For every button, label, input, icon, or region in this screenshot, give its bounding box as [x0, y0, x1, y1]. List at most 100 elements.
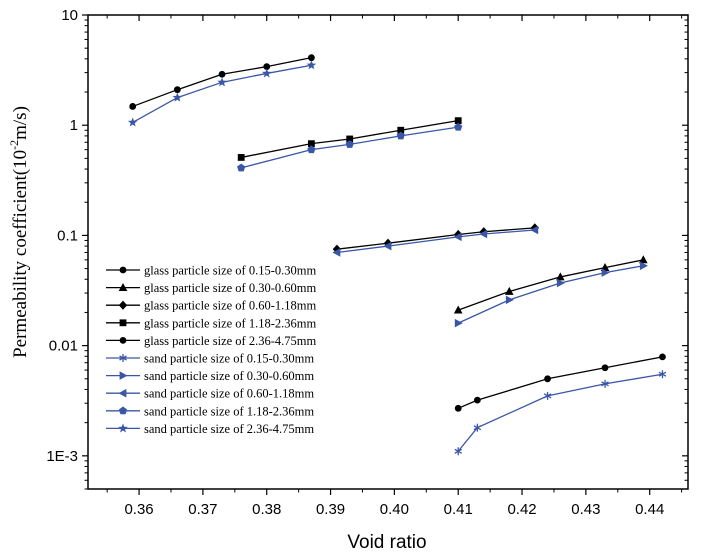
legend-marker [119, 337, 127, 344]
legend-marker [118, 388, 127, 398]
data-point [346, 135, 354, 143]
legend-marker [119, 319, 127, 327]
x-axis-title: Void ratio [347, 532, 426, 553]
legend-label: sand particle size of 0.15-0.30mm [144, 352, 314, 366]
data-point [556, 278, 565, 288]
series-line [336, 229, 535, 254]
series-10 [127, 60, 317, 127]
legend-marker [119, 371, 128, 380]
data-point [453, 232, 462, 242]
legend-item: glass particle size of 0.15-0.30mm [106, 264, 316, 278]
y-axis-title-main: Permeability coefficient(10 [10, 150, 31, 358]
legend-marker [118, 283, 128, 291]
data-point [218, 70, 226, 78]
legend-label: sand particle size of 2.36-4.75mm [144, 422, 314, 436]
data-point [127, 117, 138, 127]
legend-item: sand particle size of 0.30-0.60mm [106, 369, 314, 383]
legend-item: glass particle size of 2.36-4.75mm [106, 334, 316, 348]
series-line [457, 373, 663, 452]
y-axis-title-unit: m/s) [10, 106, 31, 140]
data-point [556, 272, 565, 281]
legend-marker [119, 354, 127, 362]
x-tick-label: 0.39 [316, 501, 345, 518]
legend-item: sand particle size of 1.18-2.36mm [106, 404, 314, 418]
x-tick-label: 0.44 [635, 501, 664, 518]
legend-label: sand particle size of 0.30-0.60mm [144, 369, 314, 383]
data-point [237, 163, 246, 172]
legend-marker [118, 423, 128, 433]
data-point [454, 404, 462, 412]
y-tick-label: 0.01 [49, 338, 78, 355]
data-point [306, 60, 317, 70]
series-5 [129, 54, 315, 110]
y-tick-label: 1E-3 [46, 448, 78, 465]
data-point [217, 77, 227, 87]
series-8 [332, 225, 539, 257]
x-tick-label: 0.42 [507, 501, 536, 518]
legend-label: glass particle size of 0.30-0.60mm [144, 281, 316, 295]
data-point [505, 295, 514, 305]
legend-item: sand particle size of 2.36-4.75mm [106, 422, 314, 436]
y-tick-label: 10 [61, 7, 78, 24]
x-tick-label: 0.41 [444, 501, 473, 518]
series-1 [454, 353, 666, 412]
data-point [261, 68, 272, 78]
legend-item: sand particle size of 0.15-0.30mm [106, 352, 314, 366]
x-tick-label: 0.43 [571, 501, 600, 518]
legend-label: glass particle size of 2.36-4.75mm [144, 334, 316, 348]
data-point [479, 229, 488, 239]
data-point [530, 225, 539, 235]
series-line [336, 227, 535, 250]
data-point [454, 447, 463, 456]
data-point [172, 92, 183, 102]
data-point [454, 122, 463, 131]
series-line [457, 259, 644, 311]
data-point [173, 86, 181, 94]
data-point [473, 423, 482, 432]
y-tick-label: 0.1 [57, 227, 78, 244]
data-point [454, 117, 462, 125]
legend-item: glass particle size of 1.18-2.36mm [106, 316, 316, 330]
data-point [504, 286, 514, 295]
legend-item: glass particle size of 0.30-0.60mm [106, 281, 316, 295]
legend-marker [118, 300, 128, 310]
legend-label: glass particle size of 0.60-1.18mm [144, 299, 316, 313]
legend-label: sand particle size of 0.60-1.18mm [144, 387, 314, 401]
y-axis-title-superscript: -2 [7, 140, 21, 150]
series-6 [454, 370, 667, 456]
series-line [457, 265, 644, 324]
series-7 [454, 261, 648, 328]
data-point [397, 126, 405, 134]
series-layer [127, 54, 667, 456]
data-point [453, 305, 463, 314]
data-point [308, 140, 315, 148]
data-point [543, 391, 552, 400]
data-point [237, 154, 245, 161]
x-tick-label: 0.36 [124, 501, 153, 518]
legend-label: glass particle size of 0.15-0.30mm [144, 264, 316, 278]
legend-label: glass particle size of 1.18-2.36mm [144, 316, 316, 330]
y-axis: 1E-3 0.01 0.1 1 10 [46, 7, 688, 490]
data-point [639, 261, 648, 271]
data-point [332, 248, 341, 257]
data-point [473, 396, 481, 404]
data-point [658, 370, 667, 379]
data-point [601, 364, 609, 372]
data-point [601, 268, 610, 277]
data-point [307, 145, 316, 154]
data-point [544, 375, 551, 383]
series-9 [237, 122, 463, 172]
data-point [383, 241, 392, 251]
y-tick-label: 1 [70, 117, 78, 134]
data-point [639, 255, 648, 264]
legend-item: glass particle size of 0.60-1.18mm [106, 299, 316, 313]
legend-marker [119, 266, 127, 274]
data-point [308, 54, 315, 62]
x-tick-label: 0.38 [252, 501, 281, 518]
x-tick-label: 0.40 [380, 501, 409, 518]
data-point [659, 353, 666, 361]
data-point [601, 379, 609, 388]
data-point [345, 140, 354, 148]
legend-label: sand particle size of 1.18-2.36mm [144, 404, 314, 418]
